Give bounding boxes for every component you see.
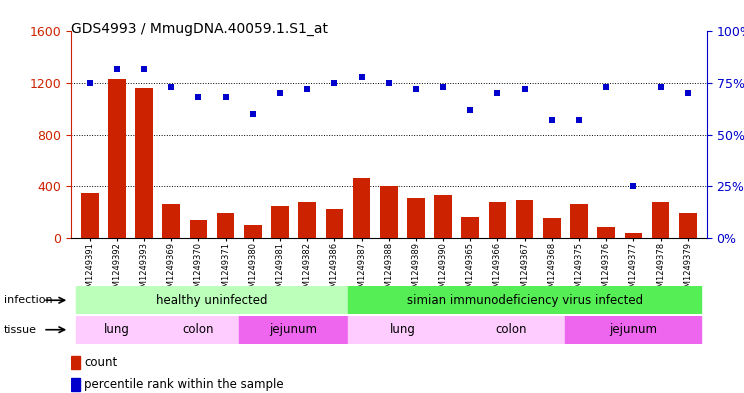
Bar — [461, 217, 479, 238]
Text: lung: lung — [104, 323, 130, 336]
Point — [84, 80, 96, 86]
Bar — [298, 202, 316, 238]
Point — [627, 183, 639, 189]
FancyBboxPatch shape — [457, 316, 565, 344]
Bar — [71, 378, 80, 391]
Text: colon: colon — [183, 323, 214, 336]
Bar — [326, 209, 343, 238]
Text: jejunum: jejunum — [269, 323, 318, 336]
Point — [600, 84, 612, 90]
Bar — [407, 198, 425, 238]
Point — [464, 107, 476, 113]
Bar — [652, 202, 670, 238]
Point — [193, 94, 205, 101]
Bar — [679, 213, 696, 238]
Bar — [71, 356, 80, 369]
Bar — [271, 206, 289, 238]
Bar — [597, 228, 615, 238]
Text: lung: lung — [389, 323, 415, 336]
Point — [138, 65, 150, 72]
FancyBboxPatch shape — [240, 316, 348, 344]
Text: GDS4993 / MmugDNA.40059.1.S1_at: GDS4993 / MmugDNA.40059.1.S1_at — [71, 22, 327, 36]
Point — [165, 84, 177, 90]
Point — [519, 86, 530, 92]
Point — [382, 80, 394, 86]
Bar — [81, 193, 98, 238]
Point — [274, 90, 286, 96]
Bar — [217, 213, 234, 238]
Point — [546, 117, 558, 123]
Bar — [380, 186, 397, 238]
Bar — [434, 195, 452, 238]
Bar — [516, 200, 533, 238]
Bar — [353, 178, 371, 238]
FancyBboxPatch shape — [158, 316, 240, 344]
Bar — [244, 225, 262, 238]
FancyBboxPatch shape — [348, 316, 457, 344]
Bar — [570, 204, 588, 238]
Text: simian immunodeficiency virus infected: simian immunodeficiency virus infected — [407, 294, 643, 307]
Text: healthy uninfected: healthy uninfected — [156, 294, 268, 307]
Point — [111, 65, 123, 72]
Bar — [543, 218, 561, 238]
Point — [682, 90, 693, 96]
Bar — [624, 233, 642, 238]
Bar — [162, 204, 180, 238]
Point — [247, 111, 259, 117]
Point — [492, 90, 504, 96]
Point — [573, 117, 585, 123]
Text: tissue: tissue — [4, 325, 36, 335]
Point — [301, 86, 313, 92]
Text: percentile rank within the sample: percentile rank within the sample — [84, 378, 283, 391]
Point — [655, 84, 667, 90]
Text: count: count — [84, 356, 118, 369]
Point — [328, 80, 340, 86]
Text: jejunum: jejunum — [609, 323, 658, 336]
Bar — [190, 220, 208, 238]
Bar — [108, 79, 126, 238]
Text: infection: infection — [4, 295, 52, 305]
Text: colon: colon — [496, 323, 527, 336]
Point — [410, 86, 422, 92]
Bar — [135, 88, 153, 238]
Bar — [489, 202, 507, 238]
Point — [219, 94, 231, 101]
FancyBboxPatch shape — [76, 316, 158, 344]
FancyBboxPatch shape — [76, 286, 348, 314]
Point — [356, 73, 368, 80]
Point — [437, 84, 449, 90]
FancyBboxPatch shape — [565, 316, 702, 344]
FancyBboxPatch shape — [348, 286, 702, 314]
